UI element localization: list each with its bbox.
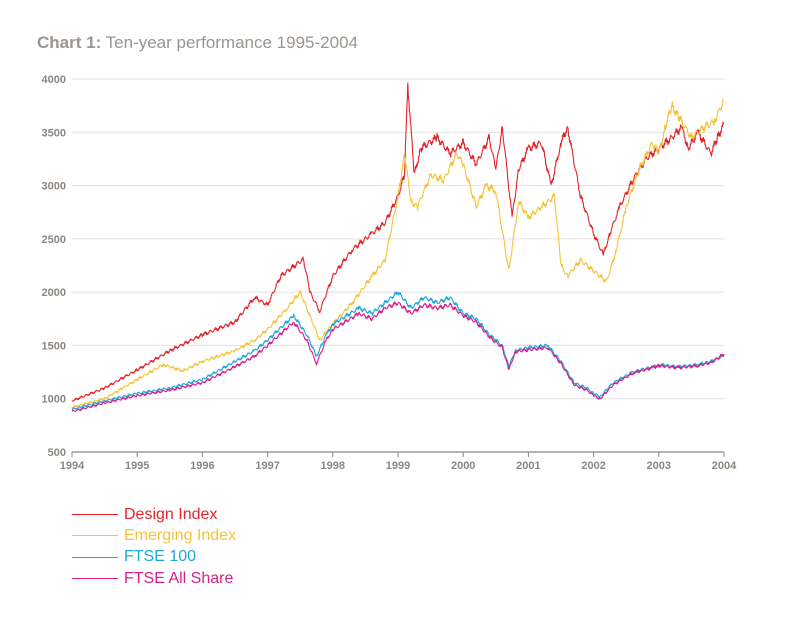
series-line-ftse-100 <box>71 291 725 411</box>
legend-label: FTSE All Share <box>124 569 234 587</box>
legend-item: Design Index <box>72 504 236 525</box>
x-tick-label: 1997 <box>255 460 279 472</box>
y-tick-label: 500 <box>48 447 66 459</box>
grid-lines <box>72 78 724 453</box>
x-tick-label: 2004 <box>712 460 737 472</box>
y-tick-label: 2000 <box>42 287 66 299</box>
chart-title: Chart 1: Ten-year performance 1995-2004 <box>37 33 358 53</box>
x-tick-label: 1999 <box>386 460 410 472</box>
x-tick-label: 2000 <box>451 460 475 472</box>
y-tick-label: 1000 <box>42 394 66 406</box>
legend-item: FTSE 100 <box>72 547 236 568</box>
legend-item: FTSE All Share <box>72 568 236 589</box>
x-tick-label: 1994 <box>60 460 85 472</box>
legend-swatch <box>72 578 118 580</box>
x-tick-label: 1998 <box>321 460 345 472</box>
y-tick-label: 3000 <box>42 181 66 193</box>
series-lines <box>71 82 725 412</box>
legend-swatch <box>72 514 118 516</box>
legend-label: Design Index <box>124 505 218 523</box>
legend-swatch <box>72 535 118 537</box>
x-axis-ticks: 1994 1995 1996 1997 1998 1999 2000 2001 2002 2003… <box>60 452 737 472</box>
y-tick-label: 2500 <box>42 234 66 246</box>
chart-title-text: Ten-year performance 1995-2004 <box>105 33 358 52</box>
x-tick-label: 2001 <box>516 460 540 472</box>
x-tick-label: 1995 <box>125 460 149 472</box>
legend-label: FTSE 100 <box>124 548 197 566</box>
x-tick-label: 2002 <box>581 460 605 472</box>
y-tick-label: 1500 <box>42 340 66 352</box>
y-tick-label: 4000 <box>42 74 66 86</box>
legend: Design Index Emerging Index FTSE 100 FTSE A… <box>72 504 236 589</box>
legend-label: Emerging Index <box>124 526 237 544</box>
x-tick-label: 2003 <box>647 460 671 472</box>
series-line-design-index <box>71 82 725 402</box>
y-axis-ticks: 500 1000 1500 2000 2500 3000 3500 4000 <box>42 74 66 459</box>
chart-title-prefix: Chart 1: <box>37 33 102 52</box>
legend-swatch <box>72 556 118 558</box>
series-line-ftse-all-share <box>71 301 725 412</box>
series-line-emerging-index <box>71 99 725 409</box>
y-tick-label: 3500 <box>42 127 66 139</box>
legend-item: Emerging Index <box>72 525 236 546</box>
x-tick-label: 1996 <box>190 460 214 472</box>
